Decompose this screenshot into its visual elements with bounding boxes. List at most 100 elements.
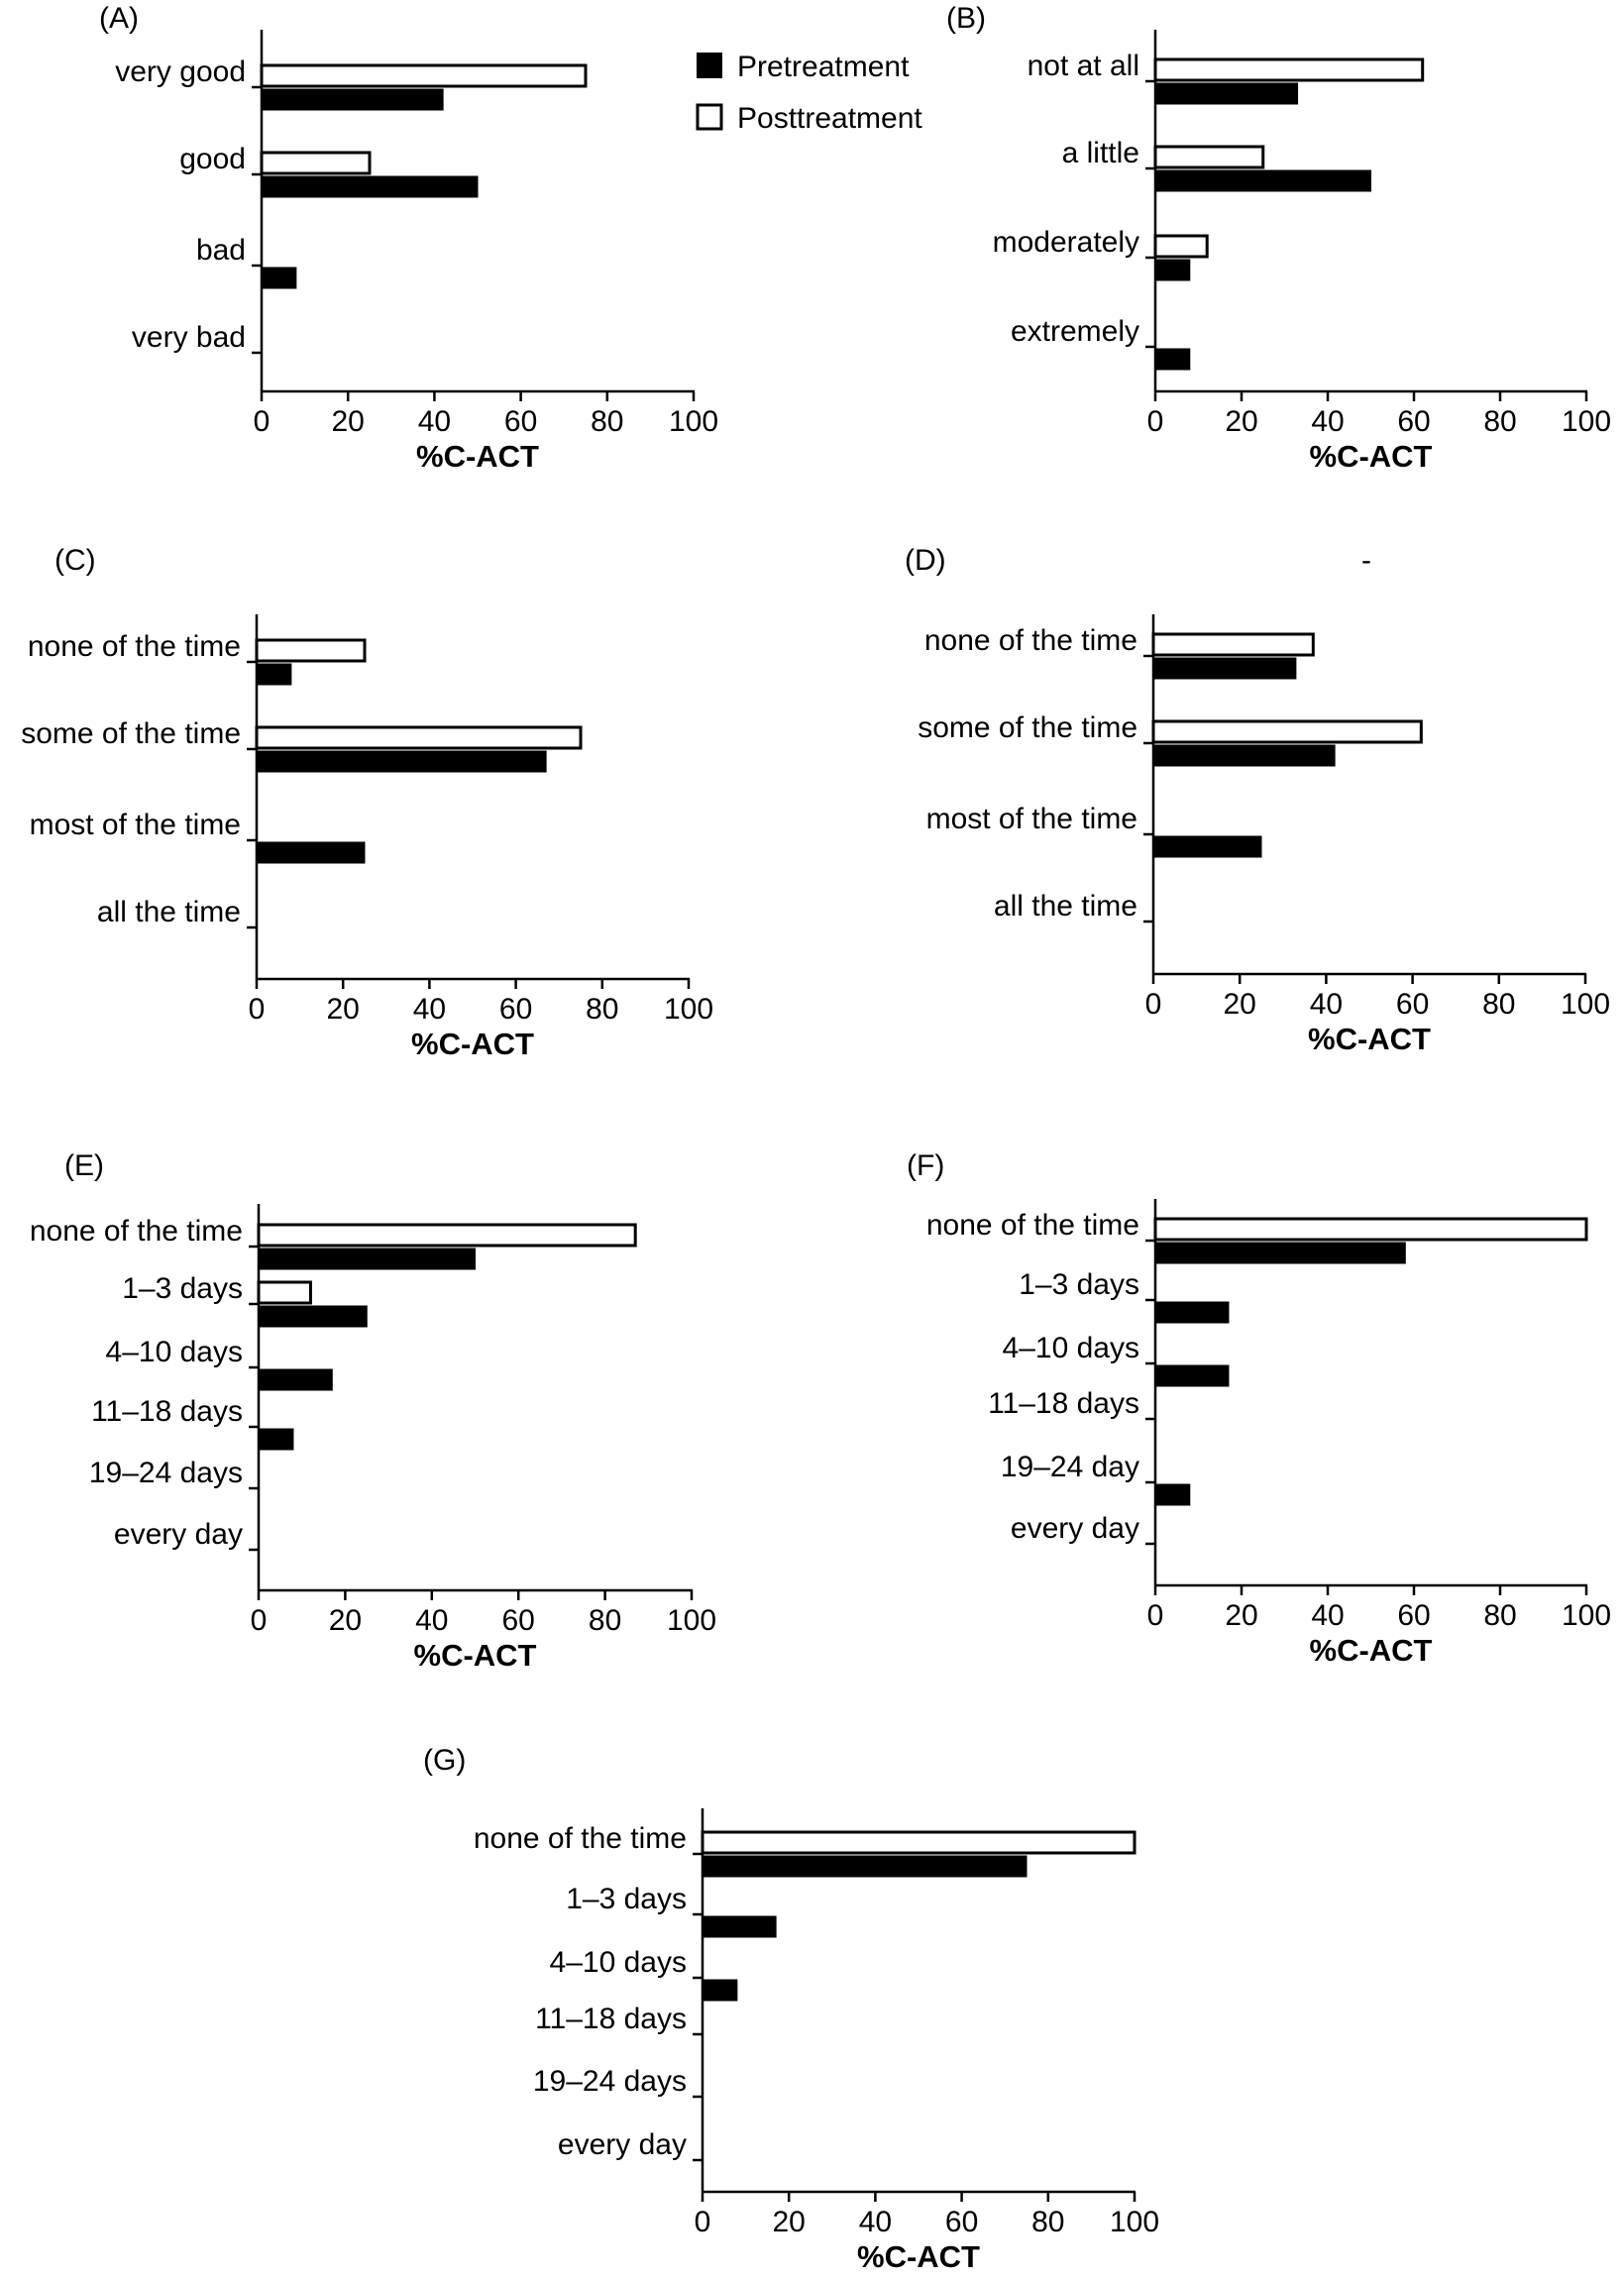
x-tick-label: 0 xyxy=(1147,1599,1164,1632)
x-tick-label: 100 xyxy=(1562,405,1611,438)
category-label: none of the time xyxy=(30,1215,243,1248)
bar-pretreatment xyxy=(258,1428,294,1451)
bar-posttreatment xyxy=(260,63,588,88)
category-label: some of the time xyxy=(21,717,241,750)
category-label: not at all xyxy=(1028,50,1139,82)
bar-posttreatment xyxy=(260,151,372,175)
x-tick-label: 80 xyxy=(589,1604,621,1637)
x-tick-label: 60 xyxy=(1396,988,1429,1021)
x-tick-label: 100 xyxy=(1110,2206,1159,2238)
x-tick-label: 80 xyxy=(1482,988,1515,1021)
bar-pretreatment xyxy=(261,88,444,111)
bar-pretreatment xyxy=(1152,657,1297,680)
category-label: some of the time xyxy=(918,711,1137,744)
bar-pretreatment xyxy=(1154,1483,1191,1506)
category-label: none of the time xyxy=(474,1822,687,1855)
x-tick-label: 80 xyxy=(591,405,623,438)
bar-posttreatment xyxy=(1151,719,1423,744)
bar-pretreatment xyxy=(258,1248,476,1270)
category-label: every day xyxy=(558,2128,687,2161)
panel-label: (B) xyxy=(946,2,986,35)
x-axis-label: %C-ACT xyxy=(416,439,539,474)
category-label: 19–24 days xyxy=(89,1457,243,1489)
x-tick-label: 40 xyxy=(418,405,451,438)
panel-a: (A) 0 20 40 60 80 100 %C-ACT very good good bad ver… xyxy=(99,2,718,474)
x-tick-label: 20 xyxy=(329,1604,362,1637)
x-tick-label: 60 xyxy=(1397,1599,1430,1632)
category-label: 1–3 days xyxy=(122,1272,243,1305)
panel-e: (E) 0 20 40 60 80 100 %C-ACT none of the time 1–3… xyxy=(30,1149,716,1673)
bar-pretreatment xyxy=(1154,169,1371,192)
x-tick-label: 20 xyxy=(332,405,365,438)
category-label: every day xyxy=(114,1518,243,1551)
bar-pretreatment xyxy=(1152,744,1336,767)
x-tick-label: 60 xyxy=(1397,405,1430,438)
x-tick-label: 0 xyxy=(251,1604,268,1637)
bar-pretreatment xyxy=(256,841,366,864)
bar-pretreatment xyxy=(258,1368,333,1391)
category-label: none of the time xyxy=(28,630,241,663)
bar-posttreatment xyxy=(255,638,367,663)
x-tick-label: 0 xyxy=(254,405,271,438)
x-tick-label: 80 xyxy=(1483,405,1516,438)
category-label: 19–24 days xyxy=(533,2065,687,2098)
legend-posttreatment-label: Posttreatment xyxy=(737,102,922,135)
x-axis-label: %C-ACT xyxy=(857,2239,980,2274)
x-tick-label: 60 xyxy=(499,993,532,1026)
x-tick-label: 40 xyxy=(415,1604,448,1637)
panel-label: (D) xyxy=(905,544,946,577)
bar-pretreatment xyxy=(702,1979,738,2002)
bar-pretreatment xyxy=(1154,1301,1230,1324)
category-label: 4–10 days xyxy=(106,1336,243,1368)
bar-pretreatment xyxy=(256,663,292,686)
category-label: 4–10 days xyxy=(550,1946,687,1979)
bar-pretreatment xyxy=(1154,82,1299,105)
x-tick-label: 60 xyxy=(502,1604,535,1637)
x-tick-label: 100 xyxy=(669,405,718,438)
bar-posttreatment xyxy=(255,725,583,750)
bar-posttreatment xyxy=(257,1223,637,1248)
x-tick-label: 40 xyxy=(1310,988,1343,1021)
x-tick-label: 40 xyxy=(859,2206,892,2238)
bar-pretreatment xyxy=(258,1305,368,1328)
category-label: most of the time xyxy=(926,803,1137,835)
panel-label: (C) xyxy=(54,544,96,577)
bar-posttreatment xyxy=(1153,57,1425,82)
x-tick-label: 20 xyxy=(327,993,360,1026)
panels-group: (A) 0 20 40 60 80 100 %C-ACT very good good bad ver… xyxy=(21,2,1611,2274)
panel-b: (B) 0 20 40 60 80 100 %C-ACT not at all a little m… xyxy=(946,2,1611,474)
category-label: bad xyxy=(196,234,246,267)
panel-d: (D) 0 20 40 60 80 100 %C-ACT none of the time som… xyxy=(905,544,1610,1056)
bar-posttreatment xyxy=(1153,234,1209,259)
panel-f: (F) 0 20 40 60 80 100 %C-ACT none of the time 1–3… xyxy=(907,1149,1611,1668)
category-label: all the time xyxy=(994,890,1137,923)
x-tick-label: 40 xyxy=(1311,1599,1344,1632)
x-tick-label: 100 xyxy=(1561,988,1610,1021)
panel-c: (C) 0 20 40 60 80 100 %C-ACT none of the time som… xyxy=(21,544,713,1061)
category-label: very bad xyxy=(132,321,246,354)
category-label: every day xyxy=(1011,1512,1139,1545)
bar-pretreatment xyxy=(1154,1242,1406,1264)
x-tick-label: 80 xyxy=(586,993,618,1026)
x-tick-label: 60 xyxy=(504,405,537,438)
category-label: moderately xyxy=(993,226,1139,259)
x-tick-label: 0 xyxy=(1147,405,1164,438)
category-label: 11–18 days xyxy=(91,1395,243,1428)
x-tick-label: 100 xyxy=(664,993,713,1026)
x-tick-label: 0 xyxy=(249,993,266,1026)
x-tick-label: 40 xyxy=(413,993,446,1026)
category-label: 11–18 days xyxy=(988,1387,1139,1420)
bar-pretreatment xyxy=(702,1855,1028,1878)
x-tick-label: 40 xyxy=(1311,405,1344,438)
bar-posttreatment xyxy=(1153,1217,1588,1242)
x-tick-label: 60 xyxy=(945,2206,978,2238)
bar-posttreatment xyxy=(257,1280,312,1305)
category-label: 1–3 days xyxy=(566,1883,687,1915)
bar-posttreatment xyxy=(1151,632,1315,657)
bar-pretreatment xyxy=(261,267,297,289)
x-tick-label: 80 xyxy=(1031,2206,1064,2238)
category-label: all the time xyxy=(97,896,241,928)
x-axis-label: %C-ACT xyxy=(1310,439,1433,474)
x-tick-label: 20 xyxy=(1225,1599,1257,1632)
